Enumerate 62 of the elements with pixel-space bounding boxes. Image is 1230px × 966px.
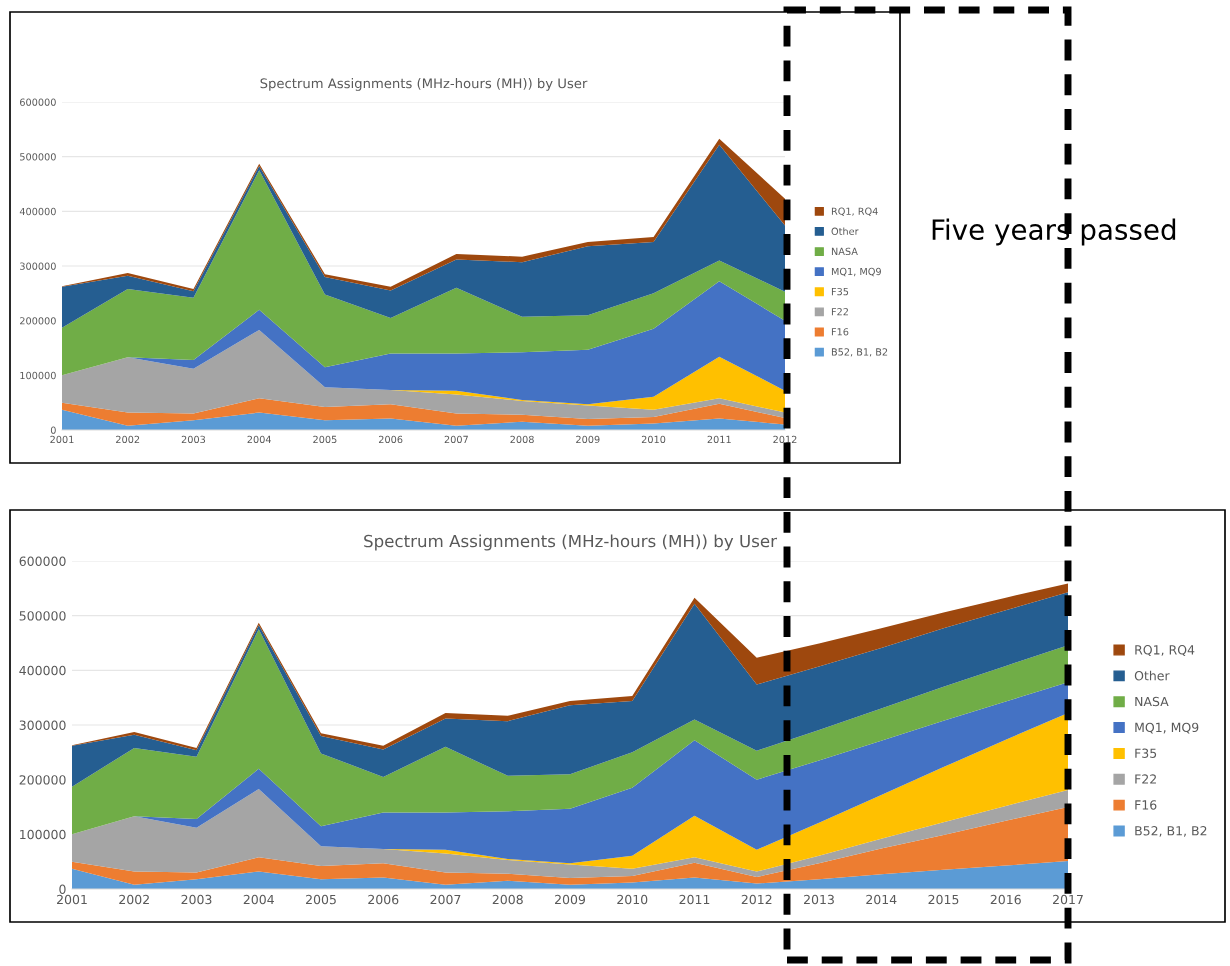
x-tick-label: 2016 xyxy=(990,894,1021,905)
x-tick-label: 2007 xyxy=(430,894,461,905)
y-tick-label: 0 xyxy=(59,884,66,894)
legend-label: RQ1, RQ4 xyxy=(1135,645,1195,656)
legend-label: MQ1, MQ9 xyxy=(831,267,881,277)
x-tick-label: 2005 xyxy=(306,894,336,905)
y-tick-label: 300000 xyxy=(19,720,66,730)
legend-label: B52, B1, B2 xyxy=(831,348,888,357)
x-tick-label: 2014 xyxy=(866,894,897,905)
y-tick-label: 100000 xyxy=(20,829,66,840)
legend-label: F22 xyxy=(1135,774,1156,784)
legend-label: MQ1, MQ9 xyxy=(1135,722,1199,734)
x-tick-label: 2012 xyxy=(773,435,797,444)
legend-label: RQ1, RQ4 xyxy=(831,207,878,216)
y-tick-label: 400000 xyxy=(19,207,56,216)
y-tick-label: 500000 xyxy=(19,611,66,621)
legend-label: Other xyxy=(1134,670,1170,681)
legend-label: B52, B1, B2 xyxy=(1135,826,1207,837)
legend-label: NASA xyxy=(1135,696,1169,707)
x-tick-label: 2017 xyxy=(1053,894,1083,905)
x-tick-label: 2013 xyxy=(804,894,834,905)
x-tick-label: 2009 xyxy=(555,894,586,905)
y-tick-label: 200000 xyxy=(20,317,56,325)
x-tick-label: 2002 xyxy=(116,435,140,444)
y-tick-label: 300000 xyxy=(20,262,56,270)
legend-label: F22 xyxy=(831,308,848,316)
x-tick-label: 2008 xyxy=(510,435,534,444)
y-tick-label: 200000 xyxy=(19,775,66,785)
x-tick-label: 2012 xyxy=(741,894,772,905)
legend-label: NASA xyxy=(831,247,858,256)
x-tick-label: 2003 xyxy=(181,894,212,905)
y-tick-label: 600000 xyxy=(19,556,66,566)
y-tick-label: 600000 xyxy=(20,98,56,106)
legend-label: F16 xyxy=(1135,800,1157,810)
chart-title: Spectrum Assignments (MHz-hours (MH)) by User xyxy=(364,534,777,551)
x-tick-label: 2015 xyxy=(928,894,959,905)
y-tick-label: 100000 xyxy=(20,371,56,380)
x-tick-label: 2004 xyxy=(243,894,274,905)
legend-label: Other xyxy=(831,227,859,235)
x-tick-label: 2006 xyxy=(368,894,399,905)
x-tick-label: 2004 xyxy=(247,435,272,444)
x-tick-label: 2011 xyxy=(707,435,731,444)
x-tick-label: 2002 xyxy=(119,894,149,905)
x-tick-label: 2005 xyxy=(313,435,337,444)
legend-label: F35 xyxy=(1135,748,1157,758)
text: Five years passed xyxy=(932,218,1176,246)
y-tick-label: 500000 xyxy=(20,153,56,161)
x-tick-label: 2001 xyxy=(57,894,87,905)
x-tick-label: 2009 xyxy=(576,435,600,444)
x-tick-label: 2001 xyxy=(50,435,74,444)
x-tick-label: 2006 xyxy=(378,435,403,444)
x-tick-label: 2011 xyxy=(679,894,710,905)
x-tick-label: 2003 xyxy=(181,435,206,444)
x-tick-label: 2010 xyxy=(617,894,648,905)
chart-title: Spectrum Assignments (MHz-hours (MH)) by User xyxy=(260,78,588,91)
x-tick-label: 2007 xyxy=(444,435,468,444)
legend-label: F16 xyxy=(831,328,849,336)
y-tick-label: 0 xyxy=(50,426,56,434)
x-tick-label: 2010 xyxy=(641,435,666,444)
x-tick-label: 2008 xyxy=(492,894,523,905)
legend-label: F35 xyxy=(831,287,849,296)
y-tick-label: 400000 xyxy=(19,665,66,676)
